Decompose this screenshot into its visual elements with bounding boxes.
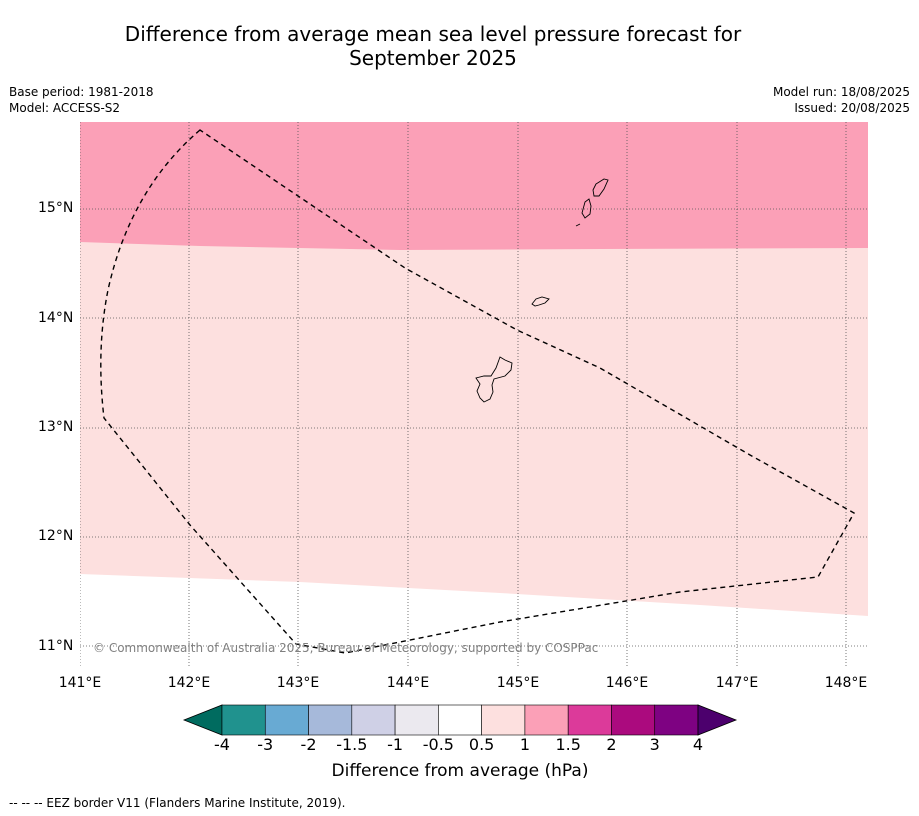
- colorbar-tick-label: 2: [606, 735, 617, 754]
- colorbar-tick-label: -4: [214, 735, 230, 754]
- colorbar: [182, 704, 738, 736]
- meta-right: Model run: 18/08/2025 Issued: 20/08/2025: [773, 84, 910, 116]
- model-run: Model run: 18/08/2025: [772, 85, 910, 99]
- colorbar-tick-label: -0.5: [422, 735, 454, 754]
- issued-date: Issued: 20/08/2025: [794, 101, 910, 115]
- island-tinian: [581, 198, 592, 219]
- colorbar-segment: [351, 704, 396, 736]
- colorbar-tick-label: 0.5: [468, 735, 495, 754]
- island-guam: [475, 356, 513, 403]
- map-plot-area: [80, 122, 868, 668]
- meta-left: Base period: 1981-2018 Model: ACCESS-S2: [9, 84, 154, 116]
- colorbar-extend-high: [697, 704, 738, 736]
- copyright-notice: © Commonwealth of Australia 2025, Bureau…: [93, 641, 599, 655]
- base-period: Base period: 1981-2018: [9, 85, 154, 99]
- island-saipan: [592, 178, 609, 197]
- colorbar-segment: [394, 704, 439, 736]
- colorbar-segment: [524, 704, 569, 736]
- lon-label-148e: 148°E: [824, 675, 868, 691]
- eez-legend-note: -- -- -- EEZ border V11 (Flanders Marine…: [9, 796, 346, 810]
- lat-label-15n: 15°N: [38, 200, 74, 216]
- colorbar-segment: [221, 704, 266, 736]
- island-rota: [531, 296, 550, 307]
- lon-label-146e: 146°E: [605, 675, 649, 691]
- title-line-1: Difference from average mean sea level p…: [124, 22, 742, 46]
- islands: [475, 178, 609, 403]
- colorbar-tick-label: 3: [649, 735, 660, 754]
- colorbar-tick-label: 4: [692, 735, 704, 754]
- lat-label-12n: 12°N: [38, 528, 74, 544]
- colorbar-segment: [567, 704, 612, 736]
- lat-label-13n: 13°N: [38, 419, 74, 435]
- colorbar-tick-label: 1: [519, 735, 530, 754]
- colorbar-segment: [308, 704, 353, 736]
- colorbar-tick-label: 1.5: [555, 735, 581, 754]
- anomaly-band-1-to-1-5: [80, 122, 868, 250]
- colorbar-tick-label: -1: [387, 735, 404, 754]
- model-name: Model: ACCESS-S2: [9, 101, 121, 115]
- gridlines: [80, 122, 868, 668]
- eez-border: [100, 129, 855, 654]
- colorbar-segment: [438, 704, 482, 736]
- lon-label-141e: 141°E: [58, 675, 102, 691]
- colorbar-segment: [611, 704, 656, 736]
- colorbar-segment: [264, 704, 309, 736]
- lon-label-143e: 143°E: [276, 675, 320, 691]
- colorbar-tick-label: -2: [300, 735, 317, 754]
- island-aguijan: [575, 223, 581, 227]
- title-line-2: September 2025: [349, 46, 517, 70]
- colorbar-segment: [654, 704, 699, 736]
- lat-label-11n: 11°N: [38, 638, 74, 654]
- colorbar-title: Difference from average (hPa): [331, 761, 589, 781]
- chart-title: Difference from average mean sea level p…: [60, 22, 806, 70]
- lat-label-14n: 14°N: [38, 310, 74, 326]
- lon-label-147e: 147°E: [715, 675, 759, 691]
- colorbar-extend-low: [182, 704, 223, 736]
- colorbar-tick-label: -1.5: [336, 735, 368, 754]
- lon-label-144e: 144°E: [386, 675, 430, 691]
- lon-label-142e: 142°E: [167, 675, 211, 691]
- colorbar-tick-label: -3: [257, 735, 274, 754]
- colorbar-segment: [481, 704, 526, 736]
- lon-label-145e: 145°E: [496, 675, 540, 691]
